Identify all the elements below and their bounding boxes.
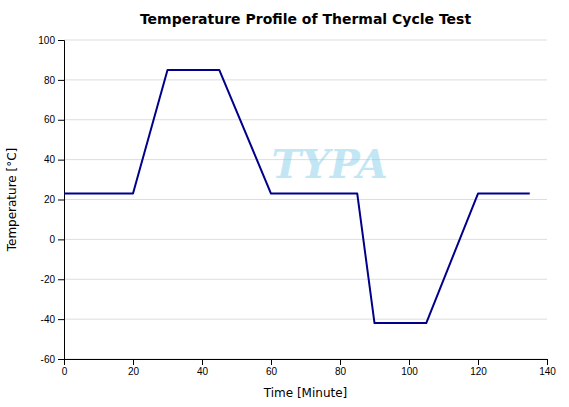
tick-mark	[58, 40, 64, 41]
line	[64, 70, 530, 323]
tick-mark	[58, 239, 64, 240]
tick-mark	[58, 200, 64, 201]
grid-line	[64, 239, 547, 240]
tick-mark	[58, 319, 64, 320]
tick-mark	[202, 359, 203, 365]
tick-label: 120	[470, 366, 487, 377]
tick-mark	[58, 120, 64, 121]
tick: 100	[38, 35, 64, 46]
tick-mark	[478, 359, 479, 365]
tick-label: 80	[44, 75, 56, 86]
grid-line	[64, 40, 547, 41]
tick: -60	[41, 354, 64, 365]
tick-mark	[547, 359, 548, 365]
tick-label: 100	[38, 35, 55, 46]
marks	[64, 70, 530, 323]
tick-label: 140	[539, 366, 556, 377]
tick-label: 20	[128, 366, 140, 377]
tick-mark	[271, 359, 272, 365]
tick-mark	[409, 359, 410, 365]
x-axis-label: Time [Minute]	[263, 386, 348, 400]
tick-label: 60	[266, 366, 278, 377]
tick-mark	[58, 160, 64, 161]
y-grid	[64, 40, 547, 359]
x-axis: 0 20 40 60 80 100 120 140	[62, 359, 557, 377]
y-axis: -60 -40 -20 0 20 40 60 80 100	[38, 35, 64, 365]
tick-mark	[133, 359, 134, 365]
tick-mark	[58, 359, 64, 360]
tick-label: 40	[44, 154, 56, 165]
tick: 80	[335, 359, 347, 377]
tick: 40	[44, 154, 64, 165]
tick-mark	[340, 359, 341, 365]
tick-label: 0	[49, 234, 55, 245]
annotation: TYPA	[271, 140, 388, 187]
tick-mark	[58, 80, 64, 81]
tick: -40	[41, 314, 64, 325]
title: Temperature Profile of Thermal Cycle Tes…	[140, 11, 471, 27]
tick-label: 0	[62, 366, 68, 377]
tick-label: 40	[197, 366, 209, 377]
tick: 40	[197, 359, 209, 377]
tick: 80	[44, 75, 64, 86]
tick-label: 60	[44, 114, 56, 125]
grid-line	[64, 79, 547, 80]
tick-mark	[58, 279, 64, 280]
tick-label: -40	[41, 314, 56, 325]
y-axis-label: Temperature [°C]	[5, 148, 19, 253]
tick-label: -20	[41, 274, 56, 285]
tick: 0	[62, 359, 68, 377]
axis-line	[65, 360, 548, 366]
tick: 100	[401, 359, 418, 377]
grid-line	[64, 279, 547, 280]
tick-label: 100	[401, 366, 418, 377]
tick-label: -60	[41, 354, 56, 365]
tick-label: 20	[44, 194, 56, 205]
axis-line	[58, 41, 65, 360]
grid-line	[64, 319, 547, 320]
tick: 60	[266, 359, 278, 377]
tick-label: 80	[335, 366, 347, 377]
tick: 140	[539, 359, 556, 377]
plot-area: 0 20 40 60 80 100 120 140 -60 -40 -20 0 20 40 60 80 100 T…	[38, 35, 556, 377]
tick: 0	[49, 234, 64, 245]
tick: 20	[44, 194, 64, 205]
tick: 120	[470, 359, 487, 377]
tick: 60	[44, 114, 64, 125]
chart: 0 20 40 60 80 100 120 140 -60 -40 -20 0 20 40 60 80 100 T…	[0, 0, 569, 407]
grid-line	[64, 119, 547, 120]
tick: -20	[41, 274, 64, 285]
tick: 20	[128, 359, 140, 377]
